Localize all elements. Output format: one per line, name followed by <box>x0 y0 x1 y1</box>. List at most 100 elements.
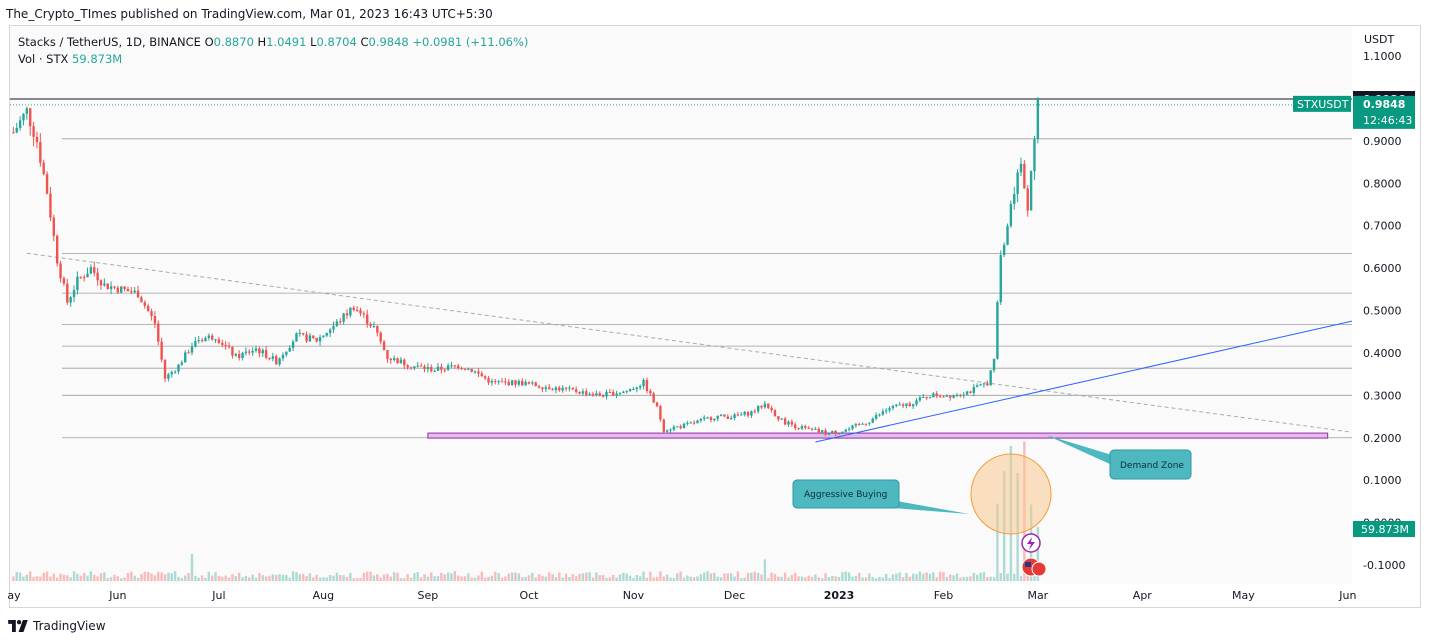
volume-bar <box>524 576 527 581</box>
volume-bar <box>146 571 150 581</box>
candle-body <box>359 310 362 314</box>
candle-body <box>807 427 810 429</box>
y-tick-label: 0.3000 <box>1363 389 1402 402</box>
candle-body <box>537 386 541 388</box>
aggressive-buying-highlight <box>970 453 1052 535</box>
volume-bar <box>662 576 665 581</box>
volume-bar <box>999 573 1002 581</box>
candle-body <box>305 334 308 342</box>
volume-bar <box>490 575 494 581</box>
volume-bar <box>665 574 669 581</box>
candle-body <box>874 415 878 419</box>
candle-body <box>571 387 574 390</box>
volume-bar <box>1019 575 1023 581</box>
candle-body <box>362 313 366 315</box>
ticker-tag-label: STXUSDT <box>1297 98 1349 111</box>
trendlines <box>26 252 1353 443</box>
legend-close-label: C <box>360 35 369 49</box>
volume-bar <box>773 573 777 581</box>
volume-bar <box>982 572 986 581</box>
publisher-line: The_Crypto_TImes published on TradingVie… <box>6 7 493 21</box>
candle-body <box>275 356 278 365</box>
candle-body <box>1019 163 1023 173</box>
aggressive-buying-pointer <box>880 498 969 514</box>
volume-bar <box>581 573 585 581</box>
candle-body <box>574 389 578 392</box>
volume-bar <box>527 575 531 581</box>
volume-bar <box>935 577 938 581</box>
candle-body <box>669 429 672 431</box>
volume-bar <box>548 572 551 581</box>
candle-body <box>703 417 706 419</box>
price-unit: USDT <box>1364 33 1395 46</box>
candle-body <box>743 411 746 415</box>
volume-bar <box>180 578 184 581</box>
volume-bar <box>264 576 268 581</box>
candle-body <box>955 394 959 396</box>
candle-body <box>325 333 328 336</box>
candle-body <box>436 366 440 371</box>
volume-bar <box>682 577 686 581</box>
volume-bar <box>72 571 76 581</box>
candle-body <box>534 382 537 387</box>
volume-bar <box>564 573 568 581</box>
volume-bar <box>942 572 945 581</box>
volume-bar <box>120 578 123 581</box>
candle-body <box>298 332 302 334</box>
volume-bar <box>574 576 578 581</box>
candle-body <box>773 410 777 417</box>
candle-body <box>426 367 430 370</box>
volume-bar <box>470 577 473 581</box>
demand-zone-callout <box>1109 449 1192 480</box>
candle-body <box>221 342 224 345</box>
volume-bar <box>847 572 851 581</box>
candle-body <box>389 358 393 361</box>
candle-body <box>93 267 96 273</box>
volume-bar <box>76 573 79 581</box>
volume-bar <box>89 571 93 581</box>
volume-bar <box>521 577 524 581</box>
candle-body <box>500 381 504 383</box>
volume-bar <box>753 571 756 581</box>
candle-body <box>699 418 703 421</box>
candle-body <box>588 393 591 395</box>
volume-bar <box>898 572 901 581</box>
candle-body <box>180 362 184 365</box>
volume-bar <box>305 576 308 581</box>
candle-body <box>746 411 750 416</box>
y-tick-label: 0.5000 <box>1363 305 1402 318</box>
candle-body <box>453 365 457 367</box>
candle-body <box>898 404 901 406</box>
volume-bar <box>679 571 682 581</box>
volume-bar <box>190 554 194 581</box>
volume-bar <box>99 573 103 581</box>
volume-bar <box>638 576 642 581</box>
candle-body <box>268 357 271 359</box>
candle-body <box>79 276 82 278</box>
volume-bar <box>699 574 703 581</box>
aggressive-buying-label: Aggressive Buying <box>804 490 887 500</box>
volume-bar <box>696 576 699 581</box>
volume-bar <box>366 571 369 581</box>
candle-body <box>39 142 42 163</box>
volume-bar <box>419 577 423 581</box>
volume-bar <box>386 573 389 581</box>
candle-body <box>834 431 837 434</box>
candle-body <box>443 369 446 371</box>
volume-bar <box>116 576 120 581</box>
volume-bar <box>268 575 271 581</box>
candle-body <box>925 396 928 398</box>
candle-body <box>345 313 349 316</box>
volume-bar <box>986 577 989 581</box>
legend-high: 1.0491 <box>266 35 307 49</box>
candle-body <box>173 371 177 373</box>
candle-body <box>999 255 1002 303</box>
candle-body <box>25 108 29 114</box>
volume-bar <box>244 575 248 581</box>
volume-bar <box>261 575 264 581</box>
volume-bar <box>895 573 898 581</box>
candle-body <box>716 415 719 419</box>
volume-bar <box>844 571 847 581</box>
candle-body <box>628 389 632 392</box>
